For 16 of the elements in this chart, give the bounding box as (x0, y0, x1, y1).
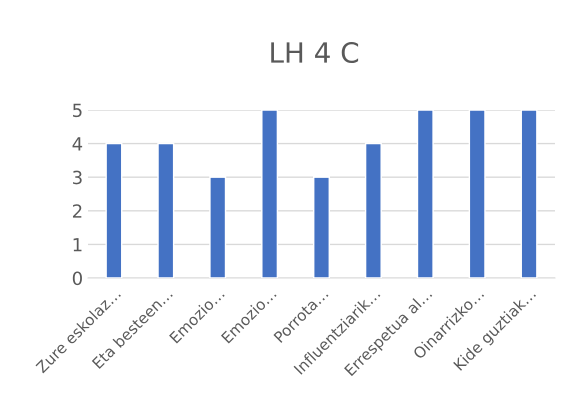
y-tick-label: 5 (73, 104, 82, 118)
bar (209, 176, 226, 278)
chart-title: LH 4 C (271, 42, 358, 64)
bar (261, 110, 278, 278)
bar (468, 110, 486, 278)
y-tick-label: 1 (74, 238, 82, 252)
bar (105, 142, 122, 278)
y-tick-label: 2 (72, 204, 82, 218)
y-tick-label: 4 (72, 137, 82, 150)
bar (416, 110, 434, 278)
y-tick-label: 3 (73, 170, 82, 184)
bar (364, 142, 382, 278)
bar (157, 142, 174, 278)
bar (313, 176, 330, 278)
bar (520, 110, 538, 278)
y-tick-label: 0 (72, 271, 82, 286)
